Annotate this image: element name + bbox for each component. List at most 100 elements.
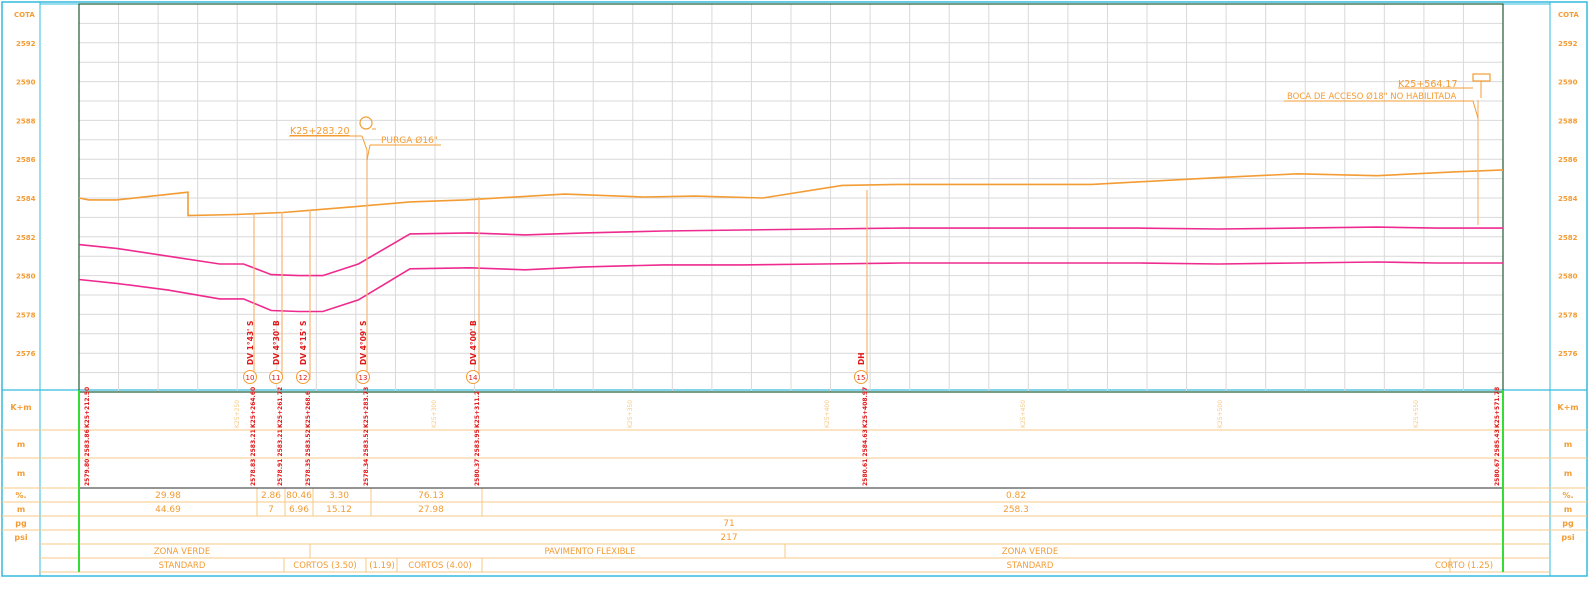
deflection-10-label: DV 1°43' S	[246, 321, 255, 365]
surface-row: ZONA VERDE PAVIMENTO FLEXIBLE ZONA VERDE	[154, 547, 1058, 557]
slope-pct: 0.82	[1006, 491, 1026, 501]
ground-profile-line	[78, 169, 1504, 217]
band-label-psi-right: psi	[1561, 533, 1574, 542]
slope-m: 27.98	[418, 505, 444, 515]
purga-text-leader	[366, 144, 371, 161]
axis-tick-label: 2592	[1558, 40, 1578, 48]
deflection-13-circle-icon	[356, 370, 370, 384]
slope-pct: 80.46	[286, 491, 312, 501]
point-stations: K25+212.50 K25+264.60 K25+261.72 K25+268…	[84, 387, 1501, 428]
band-label-pct-right: %.	[1562, 491, 1573, 500]
trench-cell: STANDARD	[1007, 561, 1054, 571]
point-elevation: 2579.80 2583.86	[84, 429, 91, 486]
axis-title-right: COTA	[1558, 11, 1579, 19]
axis-tick-label: 2576	[1558, 350, 1578, 358]
station-leaders	[253, 100, 1479, 380]
chainage-tick: K25+400	[824, 400, 831, 428]
band-label-m2: m	[17, 469, 25, 478]
deflection-10: 10 DV 1°43' S	[243, 321, 257, 384]
deflection-15: 15 DH	[854, 352, 868, 384]
chainage-tick: K25+500	[1217, 400, 1224, 428]
band-label-m2-right: m	[1564, 469, 1572, 478]
chainage-tick: K25+550	[1413, 400, 1420, 428]
point-elevation: 2580.61 2584.63	[862, 429, 869, 486]
grid	[78, 3, 1504, 393]
axis-tick-label: 2578	[16, 311, 36, 319]
point-station: K25+571.78	[1494, 387, 1501, 428]
chainage-tick: K25+350	[627, 400, 634, 428]
boca-text-leader	[1472, 100, 1479, 119]
chainage-ticks: K25+250 K25+300 K25+350 K25+400 K25+450 …	[234, 400, 1420, 428]
point-elevations: 2579.80 2583.86 2578.83 2583.21 2578.91 …	[84, 429, 1501, 486]
psi-value: 217	[720, 533, 737, 543]
surface-cell: PAVIMENTO FLEXIBLE	[544, 547, 635, 557]
deflection-11-num: 11	[272, 374, 281, 382]
deflection-10-num: 10	[246, 374, 255, 382]
surface-cell: ZONA VERDE	[1002, 547, 1058, 557]
deflection-15-num: 15	[857, 374, 866, 382]
deflection-13: 13 DV 4°09' S	[356, 321, 370, 384]
boca-annotation: K25+564.17 BOCA DE ACCESO Ø18" NO HABILI…	[1284, 73, 1491, 119]
axis-tick-label: 2592	[16, 40, 36, 48]
trench-row: STANDARD CORTOS (3.50) (1.19) CORTOS (4.…	[159, 561, 1493, 571]
band-lines	[2, 429, 1587, 573]
axis-tick-label: 2580	[16, 273, 36, 281]
slope-pct-row: 29.98 2.86 80.46 3.30 76.13 0.82	[155, 491, 1026, 501]
deflection-11: 11 DV 4°30' B	[269, 320, 283, 384]
deflection-12: 12 DV 4°15' S	[296, 321, 310, 384]
slope-pct: 29.98	[155, 491, 181, 501]
purga-text: PURGA Ø16"	[381, 135, 438, 146]
deflection-14: 14 DV 4°00' B	[466, 320, 480, 384]
deflection-13-num: 13	[359, 374, 368, 382]
axis-tick-label: 2590	[1558, 79, 1578, 87]
band-labels-left: K+m m m %. m pg psi	[10, 403, 31, 542]
band-label-pg-right: pg	[1562, 519, 1574, 528]
axis-title-left: COTA	[14, 11, 35, 19]
axis-tick-label: 2582	[16, 234, 36, 242]
axis-tick-label: 2586	[1558, 156, 1578, 164]
point-station: K25+268.6	[305, 391, 312, 428]
point-station: K25+212.50	[84, 387, 91, 428]
pipe-profile-line	[78, 226, 1503, 277]
point-station: K25+283.73	[363, 387, 370, 428]
chainage-tick: K25+300	[431, 400, 438, 428]
point-station: K25+311.2	[474, 391, 481, 428]
band-label-km-right: K+m	[1557, 403, 1578, 412]
band-label-pct: %.	[15, 491, 26, 500]
deflection-11-label: DV 4°30' B	[272, 320, 281, 365]
deflection-10-circle-icon	[243, 370, 257, 384]
trench-cell: (1.19)	[369, 561, 395, 571]
point-station: K25+264.60	[250, 387, 257, 428]
purga-leader	[361, 135, 368, 151]
point-elevation: 2578.91 2583.21	[277, 429, 284, 486]
band-label-psi: psi	[14, 533, 27, 542]
deflection-12-circle-icon	[296, 370, 310, 384]
band-label-m1-right: m	[1564, 440, 1572, 449]
trench-cell: STANDARD	[159, 561, 206, 571]
band-label-km: K+m	[10, 403, 31, 412]
axis-tick-label: 2584	[1558, 195, 1578, 203]
chainage-tick: K25+250	[234, 400, 241, 428]
purga-annotation: K25+283.20 PURGA Ø16"	[289, 116, 441, 161]
slope-m: 44.69	[155, 505, 181, 515]
purga-symbol-icon	[359, 116, 373, 130]
slope-pct: 76.13	[418, 491, 444, 501]
deflection-13-label: DV 4°09' S	[359, 321, 368, 365]
band-label-pg: pg	[15, 519, 27, 528]
slope-m: 258.3	[1003, 505, 1029, 515]
purga-station: K25+283.20	[290, 126, 350, 137]
chainage-tick: K25+450	[1020, 400, 1027, 428]
band-label-m1: m	[17, 440, 25, 449]
band-label-m3-right: m	[1564, 505, 1572, 514]
deflection-14-circle-icon	[466, 370, 480, 384]
deflection-14-label: DV 4°00' B	[469, 320, 478, 365]
axis-tick-label: 2590	[16, 79, 36, 87]
deflection-labels: 10 DV 1°43' S 11 DV 4°30' B 12 DV 4°15' …	[243, 320, 868, 384]
axis-tick-label: 2582	[1558, 234, 1578, 242]
trench-cell: CORTO (1.25)	[1435, 561, 1493, 571]
deflection-14-num: 14	[469, 374, 478, 382]
deflection-15-circle-icon	[854, 370, 868, 384]
pipe-profile-line	[78, 261, 1503, 313]
slope-m: 15.12	[326, 505, 352, 515]
